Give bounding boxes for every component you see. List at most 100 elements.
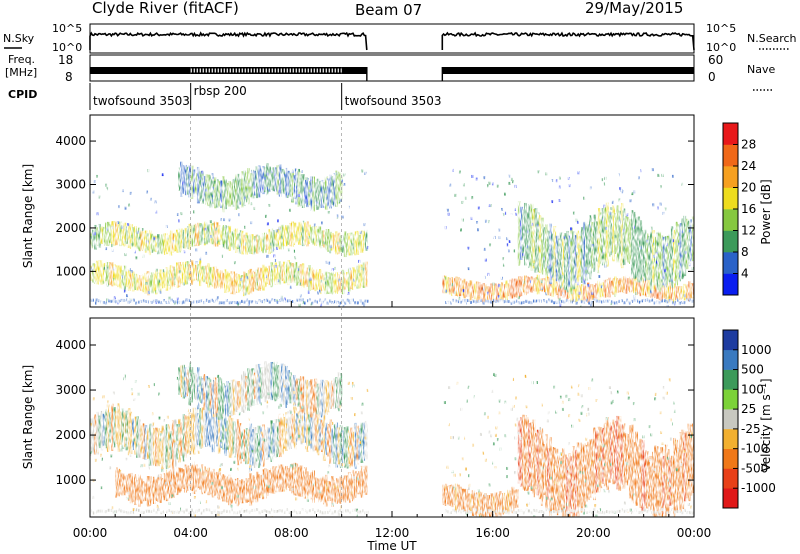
velocity-colorbar-frame bbox=[722, 329, 739, 509]
nsky-label: N.Sky bbox=[3, 32, 35, 45]
nsky-left-tick-high: 10^5 bbox=[52, 22, 82, 35]
x-axis: 00:00 04:00 08:00 12:00 16:00 20:00 00:00 bbox=[73, 115, 712, 540]
velocity-colorbar-tick-label-3: 25 bbox=[741, 402, 756, 416]
panel1-base bbox=[90, 508, 694, 515]
velocity-colorbar-swatch-7 bbox=[723, 349, 738, 370]
panel1-ytick-label-1: 2000 bbox=[55, 428, 86, 442]
velocity-colorbar: 1000 500 100 25 -25 -100 -500 -1000 bbox=[722, 329, 776, 509]
power-colorbar-tick-label-5: 24 bbox=[741, 159, 756, 173]
velocity-colorbar-swatch-6 bbox=[723, 369, 738, 390]
velocity-colorbar-tick-label-7: -1000 bbox=[741, 481, 776, 495]
nsearch-label: N.Search bbox=[747, 32, 797, 45]
power-colorbar-swatch-5 bbox=[723, 166, 738, 188]
cpid-segment-label-0: twofsound 3503 bbox=[93, 94, 190, 108]
nsky-right-tick-low: 10^0 bbox=[706, 41, 736, 54]
x-tick-label-2: 08:00 bbox=[274, 526, 309, 540]
power-colorbar-swatch-1 bbox=[723, 252, 738, 274]
panel1-band-0 bbox=[90, 403, 368, 471]
freq-band-0 bbox=[90, 67, 191, 74]
velocity-colorbar-swatch-3 bbox=[723, 428, 738, 449]
power-colorbar-label: Power [dB] bbox=[759, 179, 773, 244]
nsky-trace-segment-0 bbox=[89, 31, 368, 51]
power-colorbar-tick-label-2: 12 bbox=[741, 224, 756, 238]
panel1-band-4 bbox=[517, 414, 694, 517]
velocity-colorbar-swatch-5 bbox=[723, 389, 738, 410]
nsky-right-tick-high: 10^5 bbox=[706, 22, 736, 35]
power-colorbar-tick-label-6: 28 bbox=[741, 138, 756, 152]
power-colorbar-swatch-7 bbox=[723, 123, 738, 145]
power-colorbar-swatch-3 bbox=[723, 209, 738, 231]
freq-label-line2: [MHz] bbox=[5, 66, 37, 79]
freq-band-1 bbox=[341, 67, 367, 74]
panel0-ytick-label-0: 1000 bbox=[55, 264, 86, 278]
panel0-ytick-label-2: 3000 bbox=[55, 178, 86, 192]
power-colorbar-tick-label-3: 16 bbox=[741, 202, 756, 216]
panel0-band-1 bbox=[90, 260, 368, 297]
power-colorbar-swatch-0 bbox=[723, 273, 738, 296]
panel0-band-2 bbox=[178, 161, 343, 213]
power-colorbar: 4 8 12 16 20 24 28 bbox=[722, 122, 756, 296]
date-label: 29/May/2015 bbox=[585, 0, 683, 17]
beam-label: Beam 07 bbox=[355, 1, 422, 19]
velocity-colorbar-tick-label-6: -500 bbox=[741, 461, 768, 475]
x-axis-label: Time UT bbox=[366, 539, 417, 553]
cpid-segment-label-1: rbsp 200 bbox=[194, 84, 247, 98]
velocity-panel: Slant Range [km] 1000 2000 3000 4000 bbox=[21, 317, 695, 518]
power-colorbar-tick-label-4: 20 bbox=[741, 181, 756, 195]
velocity-colorbar-swatch-1 bbox=[723, 468, 738, 489]
velocity-colorbar-swatch-8 bbox=[723, 330, 738, 351]
nsky-panel: N.Sky 10^5 10^0 10^5 10^0 N.Search bbox=[3, 22, 797, 54]
chart-title: Clyde River (fitACF) bbox=[92, 0, 239, 17]
velocity-colorbar-label: Velocity [m s⁻¹] bbox=[759, 378, 773, 471]
power-ylabel: Slant Range [km] bbox=[21, 164, 35, 268]
power-colorbar-tick-label-1: 8 bbox=[741, 245, 749, 259]
panel0-ytick-label-1: 2000 bbox=[55, 221, 86, 235]
freq-band-2 bbox=[442, 67, 694, 74]
velocity-colorbar-swatch-2 bbox=[723, 448, 738, 469]
velocity-colorbar-tick-label-4: -25 bbox=[741, 422, 761, 436]
power-panel: Slant Range [km] 1000 2000 3000 4000 bbox=[21, 114, 695, 308]
power-colorbar-swatch-2 bbox=[723, 230, 738, 253]
velocity-colorbar-swatch-0 bbox=[723, 488, 738, 509]
power-colorbar-swatch-4 bbox=[723, 187, 738, 210]
freq-panel: Freq. [MHz] 18 8 60 0 Nave bbox=[5, 53, 775, 91]
power-colorbar-swatch-6 bbox=[723, 144, 738, 167]
velocity-colorbar-swatch-4 bbox=[723, 409, 738, 430]
nsky-trace-segment-1 bbox=[441, 31, 695, 51]
panel1-ytick-label-2: 3000 bbox=[55, 383, 86, 397]
freq-label-line1: Freq. bbox=[8, 53, 35, 66]
freq-left-tick-low: 8 bbox=[65, 70, 73, 84]
freq-right-tick-low: 0 bbox=[708, 70, 716, 84]
panel0-band-0 bbox=[90, 220, 368, 258]
nsky-left-tick-low: 10^0 bbox=[52, 41, 82, 54]
freq-right-tick-high: 60 bbox=[708, 53, 723, 67]
velocity-colorbar-tick-label-0: 1000 bbox=[741, 343, 772, 357]
nsky-trace bbox=[89, 31, 695, 51]
cpid-segment-label-2: twofsound 3503 bbox=[345, 94, 442, 108]
panel1-band-2 bbox=[178, 361, 343, 420]
cpid-label: CPID bbox=[8, 88, 37, 101]
x-tick-label-3: 12:00 bbox=[375, 526, 410, 540]
x-tick-label-6: 00:00 bbox=[677, 526, 712, 540]
panel1-band-3 bbox=[442, 483, 519, 517]
freq-left-tick-high: 18 bbox=[58, 53, 73, 67]
x-tick-label-5: 20:00 bbox=[576, 526, 611, 540]
velocity-colorbar-tick-label-2: 100 bbox=[741, 382, 764, 396]
freq-trace bbox=[90, 67, 694, 81]
panel1-ytick-label-0: 1000 bbox=[55, 473, 86, 487]
velocity-ylabel: Slant Range [km] bbox=[21, 365, 35, 469]
x-tick-label-0: 00:00 bbox=[73, 526, 108, 540]
x-tick-label-4: 16:00 bbox=[475, 526, 510, 540]
x-tick-label-1: 04:00 bbox=[173, 526, 208, 540]
panel1-band-1 bbox=[115, 461, 368, 507]
velocity-colorbar-tick-label-1: 500 bbox=[741, 363, 764, 377]
panel1-scatter bbox=[90, 372, 694, 517]
nave-label: Nave bbox=[747, 63, 775, 76]
cpid-row: twofsound 3503 rbsp 200 twofsound 3503 bbox=[89, 83, 442, 110]
panel0-ytick-label-3: 4000 bbox=[55, 134, 86, 148]
panel0-base bbox=[90, 298, 694, 305]
power-colorbar-tick-label-0: 4 bbox=[741, 267, 749, 281]
panel1-ytick-label-3: 4000 bbox=[55, 338, 86, 352]
velocity-colorbar-tick-label-5: -100 bbox=[741, 442, 768, 456]
